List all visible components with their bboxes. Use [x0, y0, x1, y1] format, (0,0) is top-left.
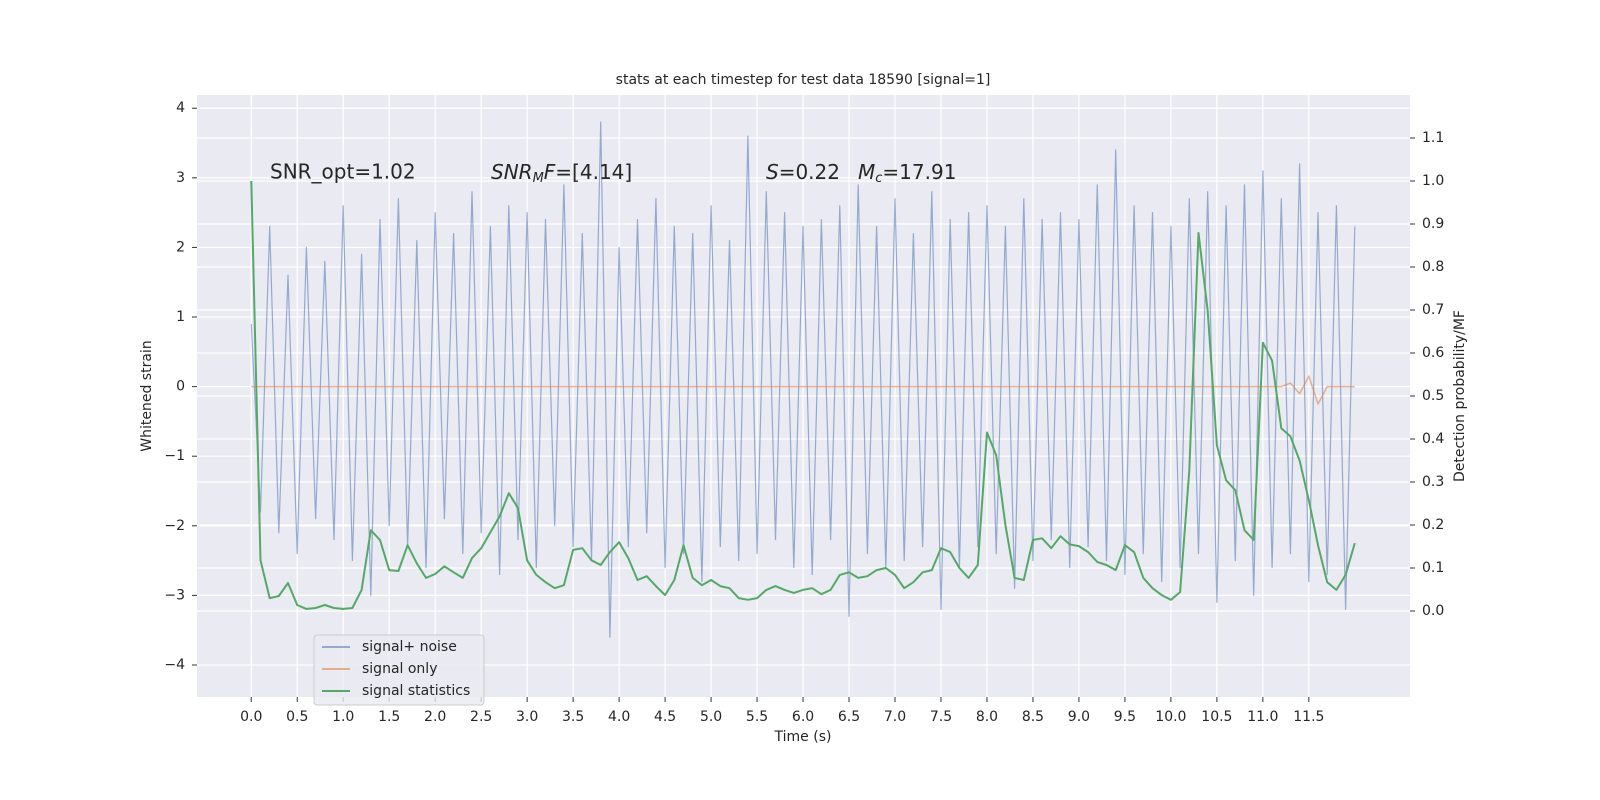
legend-label: signal statistics [362, 683, 470, 699]
y2-tick-label: 0.7 [1422, 302, 1444, 318]
annotation-part: M [533, 171, 544, 186]
marks [250, 121, 1356, 638]
y2-tick-label: 0.9 [1422, 216, 1444, 232]
x-tick-label: 8.0 [976, 709, 998, 725]
y-tick-label: −4 [164, 657, 185, 673]
x-tick-label: 3.0 [516, 709, 538, 725]
legend: signal+ noise signal only signal statistic… [313, 634, 485, 706]
x-tick-label: 7.0 [884, 709, 906, 725]
x-tick-label: 5.0 [700, 709, 722, 725]
annotation: SNRMF=[4.14] [491, 160, 632, 186]
y-tick-label: 2 [176, 239, 185, 255]
y-tick-label: 3 [176, 170, 185, 186]
annotation-part: M [858, 160, 875, 184]
x-tick-label: 9.5 [1114, 709, 1136, 725]
y2-tick-label: 0.1 [1422, 560, 1444, 576]
x-tick-label: 6.0 [792, 709, 814, 725]
x-tick-label: 11.0 [1247, 709, 1278, 725]
y2-tick-label: 1.0 [1422, 173, 1444, 189]
y2-tick-label: 0.3 [1422, 474, 1444, 490]
x-tick-label: 8.5 [1022, 709, 1044, 725]
x-tick-label: 1.0 [332, 709, 354, 725]
y2-axis-label: Detection probability/MF [1452, 310, 1468, 482]
annotation-part: =[4.14] [555, 160, 632, 184]
legend-label: signal+ noise [362, 639, 457, 655]
x-tick-label: 10.0 [1155, 709, 1186, 725]
annotation-part: F [544, 160, 556, 184]
legend-box [313, 634, 485, 706]
y2-tick-label: 0.5 [1422, 388, 1444, 404]
y-tick-label: −3 [164, 587, 185, 603]
x-tick-label: 2.5 [470, 709, 492, 725]
annotation-part: S [766, 160, 779, 184]
x-tick-label: 3.5 [562, 709, 584, 725]
annotation: Mc=17.91 [858, 160, 956, 186]
x-tick-label: 11.5 [1293, 709, 1324, 725]
y-axis-label: Whitened strain [139, 340, 155, 451]
y2-tick-label: 0.2 [1422, 517, 1444, 533]
series-line [250, 121, 1356, 638]
annotation-part: c [875, 171, 882, 186]
x-tick-label: 6.5 [838, 709, 860, 725]
annotation-part: SNR [491, 160, 533, 184]
x-tick-label: 4.5 [654, 709, 676, 725]
annotation: S=0.22 [766, 160, 840, 184]
series-line [250, 180, 1356, 610]
y-tick-label: −1 [164, 448, 185, 464]
y-tick-label: 1 [176, 309, 185, 325]
annotation: SNR_opt=1.02 [270, 160, 416, 184]
x-tick-label: 2.0 [424, 709, 446, 725]
y-tick-label: 4 [176, 100, 185, 116]
y2-tick-label: 0.4 [1422, 431, 1444, 447]
y2-tick-label: 0.8 [1422, 259, 1444, 275]
y-tick-label: 0 [176, 379, 185, 395]
x-tick-label: 4.0 [608, 709, 630, 725]
x-tick-label: 7.5 [930, 709, 952, 725]
y2-tick-label: 1.1 [1422, 130, 1444, 146]
x-tick-label: 5.5 [746, 709, 768, 725]
chart-title: stats at each timestep for test data 185… [616, 72, 991, 88]
y-tick-label: −2 [164, 518, 185, 534]
y2-tick-label: 0.0 [1422, 603, 1444, 619]
y2-tick-label: 0.6 [1422, 345, 1444, 361]
x-tick-label: 10.5 [1201, 709, 1232, 725]
x-tick-label: 1.5 [378, 709, 400, 725]
annotation-part: =0.22 [779, 160, 840, 184]
x-tick-label: 0.5 [286, 709, 308, 725]
x-tick-label: 9.0 [1068, 709, 1090, 725]
grid [197, 95, 1410, 697]
axes: 0.0 0.5 1.0 1.5 2.0 2.5 3.0 3.5 4.0 4.5 5.0 5.5 6.0 6… [164, 100, 1444, 725]
x-tick-label: 0.0 [240, 709, 262, 725]
series-line [251, 375, 1355, 405]
legend-label: signal only [362, 661, 437, 677]
x-axis-label: Time (s) [774, 729, 832, 745]
annotation-part: =17.91 [882, 160, 956, 184]
